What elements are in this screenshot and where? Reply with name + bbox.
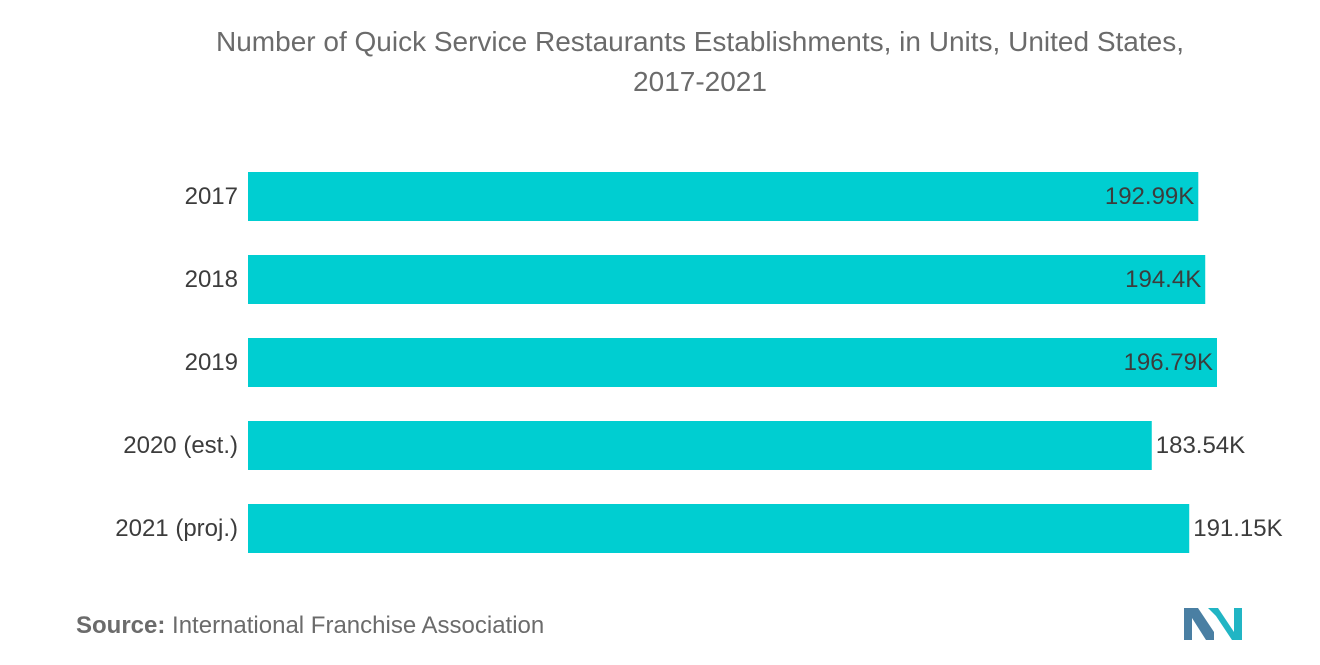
category-label: 2020 (est.) bbox=[123, 432, 238, 459]
bar-chart: 2017 192.99K 2018 194.4K 2019 196.79K 2020 (es… bbox=[115, 172, 1283, 553]
source-note: Source: International Franchise Associat… bbox=[76, 612, 544, 640]
value-label: 196.79K bbox=[1124, 349, 1213, 376]
category-label: 2021 (proj.) bbox=[115, 515, 238, 542]
source-text: International Franchise Association bbox=[172, 612, 545, 639]
bar bbox=[248, 504, 1190, 553]
category-label: 2019 bbox=[185, 349, 238, 376]
bar bbox=[248, 172, 1199, 221]
value-label: 191.15K bbox=[1193, 515, 1282, 542]
bar bbox=[248, 421, 1152, 470]
value-label: 194.4K bbox=[1125, 266, 1201, 293]
value-label: 183.54K bbox=[1156, 432, 1245, 459]
company-logo-icon bbox=[1184, 608, 1242, 640]
source-label: Source: bbox=[76, 612, 166, 639]
chart-title: Number of Quick Service Restaurants Esta… bbox=[0, 22, 1320, 102]
category-label: 2017 bbox=[185, 183, 238, 210]
bar bbox=[248, 255, 1206, 304]
bar bbox=[248, 338, 1217, 387]
value-label: 192.99K bbox=[1105, 183, 1194, 210]
chart-title-line-2: 2017-2021 bbox=[633, 66, 767, 97]
logo-left-shape bbox=[1184, 608, 1214, 640]
logo-right-shape bbox=[1208, 608, 1242, 640]
category-label: 2018 bbox=[185, 266, 238, 293]
chart-title-line-1: Number of Quick Service Restaurants Esta… bbox=[216, 26, 1184, 57]
